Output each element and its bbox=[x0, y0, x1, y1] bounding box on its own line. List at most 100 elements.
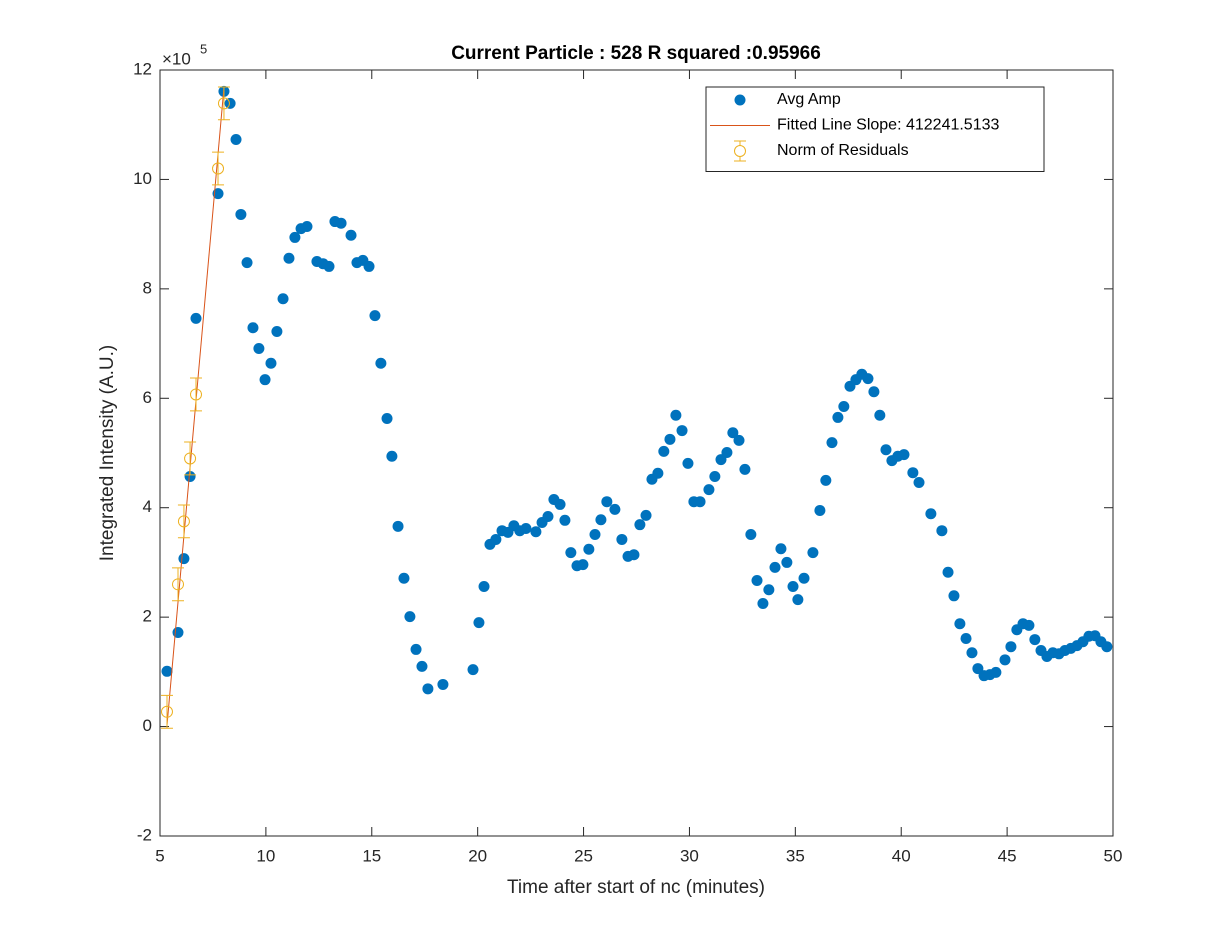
scatter-point bbox=[739, 463, 751, 475]
scatter-point bbox=[616, 533, 628, 545]
scatter-point bbox=[757, 597, 769, 609]
y-exponent: 5 bbox=[200, 41, 207, 56]
axes-box bbox=[159, 69, 1114, 837]
error-bar bbox=[177, 504, 190, 539]
y-tick-label: 10 bbox=[133, 169, 152, 188]
scatter-point bbox=[820, 474, 832, 486]
scatter-point bbox=[565, 547, 577, 559]
scatter-point bbox=[323, 260, 335, 272]
scatter-point bbox=[265, 357, 277, 369]
error-bar bbox=[190, 377, 203, 412]
scatter-point bbox=[184, 471, 196, 483]
scatter-point bbox=[1029, 634, 1041, 646]
scatter-point bbox=[161, 665, 173, 677]
x-tick-label: 15 bbox=[362, 846, 381, 865]
x-tick-label: 45 bbox=[998, 846, 1017, 865]
residual-point bbox=[190, 388, 203, 401]
legend-label: Avg Amp bbox=[777, 91, 841, 108]
scatter-point bbox=[212, 188, 224, 200]
scatter-point bbox=[798, 572, 810, 584]
y-axis-label: Integrated Intensity (A.U.) bbox=[97, 345, 118, 562]
scatter-point bbox=[437, 678, 449, 690]
legend-label: Norm of Residuals bbox=[777, 142, 909, 159]
scatter-point bbox=[410, 643, 422, 655]
scatter-point bbox=[814, 504, 826, 516]
scatter-point bbox=[709, 471, 721, 483]
residual-point bbox=[212, 162, 225, 175]
scatter-point bbox=[664, 433, 676, 445]
scatter-point bbox=[999, 654, 1011, 666]
scatter-point bbox=[751, 574, 763, 586]
legend-marker bbox=[734, 94, 746, 106]
scatter-point bbox=[721, 446, 733, 458]
scatter-point bbox=[369, 310, 381, 322]
y-tick-label: 0 bbox=[143, 716, 152, 735]
scatter-point bbox=[554, 498, 566, 510]
scatter-point bbox=[745, 529, 757, 541]
scatter-point bbox=[954, 618, 966, 630]
x-tick-label: 30 bbox=[680, 846, 699, 865]
residual-point bbox=[177, 515, 190, 528]
scatter-point bbox=[178, 553, 190, 565]
scatter-point bbox=[542, 510, 554, 522]
legend-box bbox=[705, 86, 1045, 172]
scatter-point bbox=[375, 357, 387, 369]
scatter-point bbox=[658, 445, 670, 457]
scatter-point bbox=[530, 526, 542, 538]
scatter-point bbox=[775, 543, 787, 555]
scatter-point bbox=[694, 496, 706, 508]
error-bar bbox=[172, 567, 185, 602]
residual-point bbox=[160, 705, 173, 718]
scatter-point bbox=[763, 584, 775, 596]
y-tick-label: 12 bbox=[133, 59, 152, 78]
scatter-point bbox=[634, 519, 646, 531]
scatter-point bbox=[960, 632, 972, 644]
x-axis-label: Time after start of nc (minutes) bbox=[507, 877, 765, 898]
scatter-point bbox=[913, 477, 925, 489]
y-tick-label: 8 bbox=[143, 278, 152, 297]
scatter-point bbox=[577, 559, 589, 571]
scatter-point bbox=[271, 326, 283, 338]
x-tick-label: 10 bbox=[256, 846, 275, 865]
scatter-point bbox=[404, 611, 416, 623]
scatter-point bbox=[880, 444, 892, 456]
scatter-point bbox=[676, 425, 688, 437]
scatter-point bbox=[172, 626, 184, 638]
scatter-point bbox=[948, 590, 960, 602]
scatter-point bbox=[247, 322, 259, 334]
scatter-point bbox=[277, 293, 289, 305]
scatter-point bbox=[190, 312, 202, 324]
scatter-point bbox=[792, 594, 804, 606]
scatter-point bbox=[936, 525, 948, 537]
scatter-point bbox=[787, 581, 799, 593]
legend-label: Fitted Line Slope: 412241.5133 bbox=[777, 117, 1000, 134]
scatter-point bbox=[467, 664, 479, 676]
scatter-point bbox=[925, 508, 937, 520]
scatter-point bbox=[345, 229, 357, 241]
scatter-point bbox=[241, 257, 253, 269]
scatter-point bbox=[640, 509, 652, 521]
scatter-point bbox=[1023, 619, 1035, 631]
scatter-point bbox=[559, 514, 571, 526]
x-tick-label: 40 bbox=[892, 846, 911, 865]
scatter-point bbox=[422, 683, 434, 695]
scatter-point bbox=[832, 411, 844, 423]
scatter-point bbox=[478, 581, 490, 593]
scatter-point bbox=[1101, 641, 1113, 653]
scatter-point bbox=[781, 556, 793, 568]
error-bar bbox=[212, 151, 225, 186]
scatter-point bbox=[595, 514, 607, 526]
scatter-point bbox=[583, 543, 595, 555]
scatter-point bbox=[733, 434, 745, 446]
y-tick-label: -2 bbox=[137, 825, 152, 844]
residual-point bbox=[172, 578, 185, 591]
y-tick-label: 4 bbox=[143, 497, 152, 516]
scatter-point bbox=[652, 467, 664, 479]
residual-point bbox=[184, 452, 197, 465]
scatter-point bbox=[874, 409, 886, 421]
scatter-point bbox=[670, 409, 682, 421]
scatter-point bbox=[301, 220, 313, 232]
